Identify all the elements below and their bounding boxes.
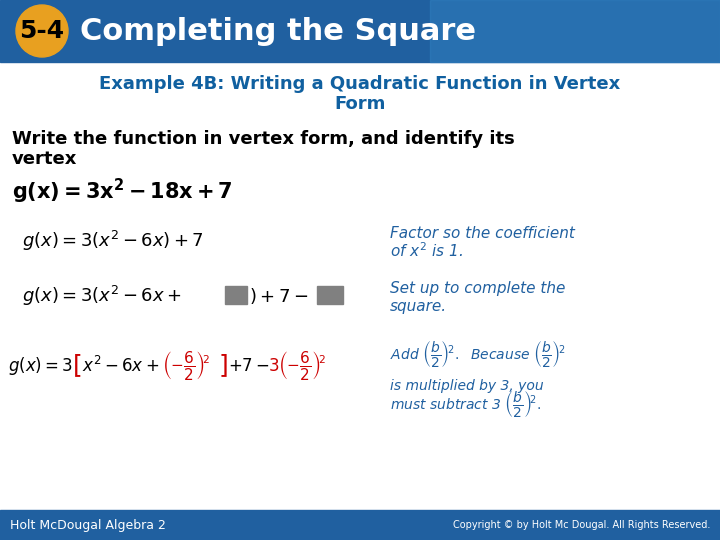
Text: $\left(-\dfrac{6}{2}\right)^{\!2}$: $\left(-\dfrac{6}{2}\right)^{\!2}$ bbox=[162, 349, 210, 382]
Circle shape bbox=[16, 5, 68, 57]
Text: $+7-$: $+7-$ bbox=[228, 357, 270, 375]
Text: $\left(-\dfrac{6}{2}\right)^{\!2}$: $\left(-\dfrac{6}{2}\right)^{\!2}$ bbox=[278, 349, 327, 382]
Text: $[$: $[$ bbox=[72, 353, 81, 380]
Bar bbox=[0, 510, 720, 540]
Bar bbox=[225, 286, 247, 304]
Text: Completing the Square: Completing the Square bbox=[80, 17, 476, 45]
Text: is multiplied by 3, you: is multiplied by 3, you bbox=[390, 379, 544, 393]
Bar bbox=[430, 0, 720, 62]
Text: of $x^2$ is 1.: of $x^2$ is 1. bbox=[390, 241, 463, 260]
Text: square.: square. bbox=[390, 299, 447, 314]
Text: Factor so the coefficient: Factor so the coefficient bbox=[390, 226, 575, 240]
Text: 5-4: 5-4 bbox=[19, 19, 65, 43]
Text: $g(x)=3$: $g(x)=3$ bbox=[8, 355, 73, 377]
Text: $\mathbf{g(x) = 3x^2 - 18x + 7}$: $\mathbf{g(x) = 3x^2 - 18x + 7}$ bbox=[12, 177, 233, 206]
Text: Add $\left(\dfrac{b}{2}\right)^{\!2}.$  Because $\left(\dfrac{b}{2}\right)^{\!2}: Add $\left(\dfrac{b}{2}\right)^{\!2}.$ B… bbox=[390, 339, 566, 369]
Text: $x^2-6x+$: $x^2-6x+$ bbox=[82, 356, 159, 376]
Text: $g(x) = 3(x^2 - 6x) + 7$: $g(x) = 3(x^2 - 6x) + 7$ bbox=[22, 229, 204, 253]
Text: $]$: $]$ bbox=[218, 353, 228, 380]
Text: $3$: $3$ bbox=[268, 357, 279, 375]
Text: Write the function in vertex form, and identify its: Write the function in vertex form, and i… bbox=[12, 130, 515, 148]
Text: $) + 7 -$: $) + 7 -$ bbox=[249, 286, 308, 306]
Bar bbox=[0, 0, 720, 62]
Text: Holt McDougal Algebra 2: Holt McDougal Algebra 2 bbox=[10, 518, 166, 531]
Bar bbox=[317, 286, 343, 304]
Text: Copyright © by Holt Mc Dougal. All Rights Reserved.: Copyright © by Holt Mc Dougal. All Right… bbox=[453, 520, 710, 530]
Text: vertex: vertex bbox=[12, 150, 77, 168]
Text: $g(x) = 3(x^2 - 6x +$: $g(x) = 3(x^2 - 6x +$ bbox=[22, 284, 181, 308]
Text: Set up to complete the: Set up to complete the bbox=[390, 280, 565, 295]
Text: Example 4B: Writing a Quadratic Function in Vertex: Example 4B: Writing a Quadratic Function… bbox=[99, 75, 621, 93]
Text: must subtract 3 $\left(\dfrac{b}{2}\right)^{\!2}.$: must subtract 3 $\left(\dfrac{b}{2}\righ… bbox=[390, 389, 541, 419]
Text: Form: Form bbox=[334, 95, 386, 113]
